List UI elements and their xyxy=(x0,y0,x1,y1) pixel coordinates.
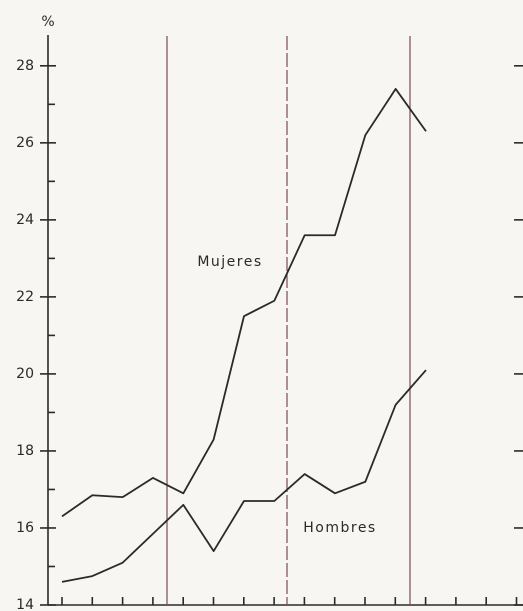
y-tick-label: 14 xyxy=(16,597,34,611)
annotation: Hombres xyxy=(303,520,376,536)
x-ticks xyxy=(61,597,518,605)
y-tick-label: 24 xyxy=(16,212,34,228)
annotation: Mujeres xyxy=(197,254,262,270)
line-series xyxy=(61,88,427,518)
y-tick-label: 16 xyxy=(16,520,34,536)
y-tick-label: 22 xyxy=(16,289,34,305)
y-tick-label: 26 xyxy=(16,135,34,151)
y-unit: % xyxy=(41,14,54,30)
line-series xyxy=(61,369,427,583)
y-tick-label: 18 xyxy=(16,443,34,459)
y-tick-label: 28 xyxy=(16,58,34,74)
y-tick-label: 20 xyxy=(16,366,34,382)
